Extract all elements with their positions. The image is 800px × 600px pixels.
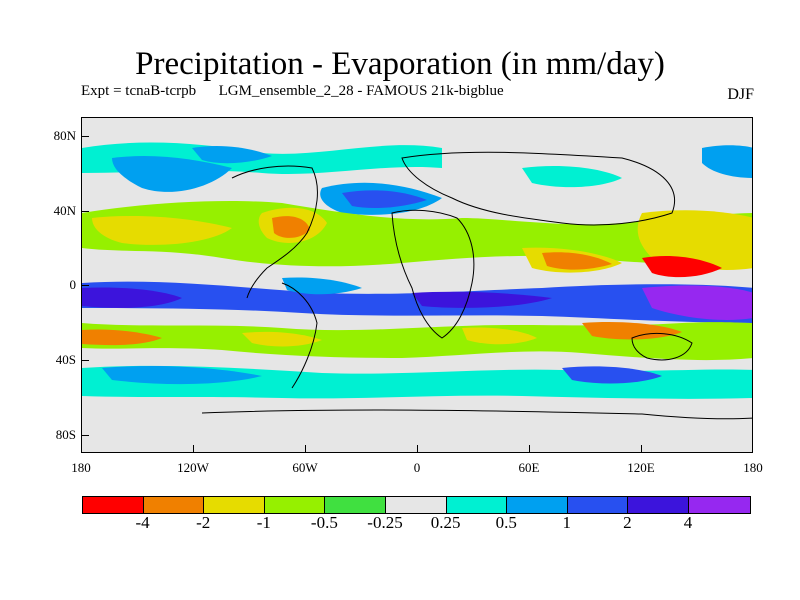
contour-region (642, 256, 722, 278)
contour-region (642, 285, 752, 320)
coastline (401, 151, 675, 226)
colorbar-swatch (143, 497, 205, 513)
colorbar-swatch (567, 497, 629, 513)
field-layer (82, 142, 752, 420)
contour-region (242, 331, 322, 347)
colorbar-label: -1 (256, 513, 271, 532)
contour-region (112, 156, 232, 192)
contour-region (282, 277, 362, 295)
contour-region (82, 329, 162, 346)
colorbar-label: -0.5 (310, 513, 338, 532)
y-axis-tick (81, 360, 89, 361)
x-axis-tick (305, 445, 306, 453)
continent-outlines (201, 151, 752, 420)
y-axis-tick (81, 285, 89, 286)
contour-region (92, 216, 232, 245)
colorbar-label: 0.5 (495, 513, 517, 532)
colorbar-swatch (688, 497, 750, 513)
contour-region (342, 190, 427, 208)
coastline (201, 409, 752, 420)
y-axis-label: 40S (55, 352, 76, 367)
x-axis-label: 60E (518, 460, 540, 475)
colorbar-swatch (628, 497, 689, 513)
x-axis-tick (641, 445, 642, 453)
colorbar-swatch (385, 497, 447, 513)
colorbar-swatch (507, 497, 568, 513)
contour-region (522, 166, 622, 188)
x-axis-label: 0 (413, 460, 421, 475)
colorbar-label: -4 (135, 513, 150, 532)
x-axis-label: 180 (71, 460, 91, 475)
x-axis-tick (417, 445, 418, 453)
contour-region (82, 287, 182, 308)
coastline (231, 165, 318, 299)
colorbar-swatch (264, 497, 326, 513)
y-axis-label: 80N (53, 128, 76, 143)
coastline (281, 282, 318, 389)
contour-region (562, 366, 662, 384)
colorbar-swatch (446, 497, 508, 513)
contour-region (637, 210, 752, 270)
contour-region (82, 201, 752, 267)
coastline (631, 333, 693, 361)
colorbar (82, 496, 751, 514)
contour-region (542, 252, 612, 270)
y-axis-tick (81, 211, 89, 212)
colorbar-label: 1 (562, 513, 572, 532)
y-axis-label: 40N (53, 203, 76, 218)
colorbar-label: 4 (683, 513, 693, 532)
contour-region (102, 365, 262, 385)
colorbar-label: 0.25 (430, 513, 461, 532)
colorbar-swatch (204, 497, 265, 513)
contour-region (462, 327, 537, 345)
contour-region (412, 291, 552, 308)
y-axis-label: 80S (55, 427, 76, 442)
coastline (391, 209, 475, 339)
x-axis-label: 60W (292, 460, 318, 475)
y-axis-tick (81, 435, 89, 436)
map-plot-area (81, 117, 753, 453)
season-label: DJF (727, 86, 754, 103)
colorbar-swatch (83, 497, 144, 513)
x-axis-tick (193, 445, 194, 453)
contour-region (192, 145, 272, 164)
x-axis-label: 120W (177, 460, 209, 475)
y-axis-label: 0 (69, 277, 77, 292)
colorbar-label: -0.25 (367, 513, 403, 532)
y-axis-tick (81, 136, 89, 137)
contour-region (702, 145, 752, 178)
colorbar-swatch (325, 497, 386, 513)
map-title: Precipitation - Evaporation (in mm/day) (135, 46, 665, 82)
experiment-subtitle: Expt = tcnaB-tcrpb LGM_ensemble_2_28 - F… (81, 83, 504, 99)
colorbar-label: -2 (196, 513, 211, 532)
contour-region (272, 216, 310, 238)
colorbar-label: 2 (623, 513, 632, 532)
x-axis-label: 180 (743, 460, 763, 475)
x-axis-label: 120E (627, 460, 655, 475)
contour-region (82, 322, 752, 361)
contour-region (582, 322, 682, 340)
x-axis-tick (529, 445, 530, 453)
